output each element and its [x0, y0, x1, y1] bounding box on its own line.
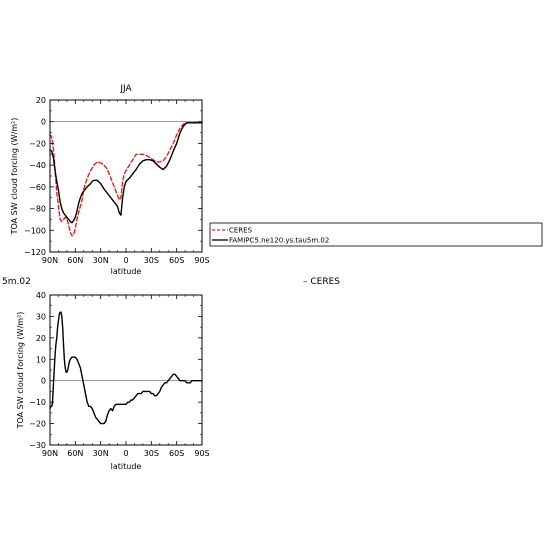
y-tick-label: 30 — [36, 312, 46, 321]
x-tick-label: 0 — [123, 449, 128, 458]
panel-bottom-y-ticks: −30 −20 −10 0 10 20 30 40 — [29, 291, 202, 450]
legend-label-model: FAMIPC5.ne120.ys.tau5m.02 — [229, 237, 329, 245]
y-tick-label: −120 — [24, 248, 46, 257]
panel-top-x-axis-title: latitude — [111, 267, 142, 276]
legend-box — [209, 222, 543, 247]
panel-top-y-axis-title: TOA SW cloud forcing (W/m²) — [10, 118, 19, 236]
series-line-famipc5-ne120-ys-tau5m-02 — [49, 122, 203, 224]
x-tick-label: 90N — [42, 449, 58, 458]
panel-bottom-title-right: – CERES — [303, 277, 340, 287]
panel-bottom-title: 5m.02 — [2, 277, 31, 287]
x-tick-label: 60N — [67, 256, 83, 265]
y-tick-label: −10 — [29, 398, 46, 407]
x-tick-label: 30N — [93, 256, 109, 265]
panel-top-title: JJA — [119, 84, 132, 94]
x-tick-label: 90S — [194, 256, 209, 265]
series-line-series-0 — [49, 311, 203, 425]
x-tick-label: 60N — [67, 449, 83, 458]
y-tick-label: 40 — [36, 291, 46, 300]
x-tick-label: 30N — [93, 449, 109, 458]
y-tick-label: −20 — [29, 139, 46, 148]
y-tick-label: 0 — [41, 118, 46, 127]
y-tick-label: −30 — [29, 441, 46, 450]
panel-top-series — [49, 122, 203, 237]
panel-bottom-series — [49, 311, 203, 425]
panel-bottom-y-axis-title: TOA SW cloud forcing (W/m²) — [16, 312, 25, 430]
y-tick-label: −40 — [29, 161, 46, 170]
panel-top-y-ticks: −120 −100 −80 −60 −40 −20 0 20 — [24, 96, 202, 257]
panel-top-x-ticks: 90N 60N 30N 0 30S 60S 90S — [42, 100, 210, 265]
y-tick-label: −80 — [29, 205, 46, 214]
y-tick-label: 10 — [36, 355, 46, 364]
y-tick-label: 20 — [36, 334, 46, 343]
panel-bottom: 5m.02 – CERES 90N 60N 30N 0 30S 60S 90S −30 −20… — [2, 277, 340, 471]
panel-bottom-x-ticks: 90N 60N 30N 0 30S 60S 90S — [42, 295, 210, 458]
panel-top: JJA 90N 60N 30N 0 30S 60S 90S −120 −100 −80 −60 −4… — [10, 84, 210, 276]
y-tick-label: 0 — [41, 377, 46, 386]
x-tick-label: 90S — [194, 449, 209, 458]
x-tick-label: 90N — [42, 256, 58, 265]
y-tick-label: 20 — [36, 96, 46, 105]
x-tick-label: 30S — [144, 449, 159, 458]
y-tick-label: −20 — [29, 420, 46, 429]
legend: CERES FAMIPC5.ne120.ys.tau5m.02 — [209, 222, 543, 247]
panel-bottom-x-axis-title: latitude — [111, 462, 142, 471]
x-tick-label: 0 — [123, 256, 128, 265]
y-tick-label: −100 — [24, 226, 46, 235]
x-tick-label: 30S — [144, 256, 159, 265]
legend-label-ceres: CERES — [229, 227, 253, 235]
x-tick-label: 60S — [169, 256, 184, 265]
y-tick-label: −60 — [29, 183, 46, 192]
x-tick-label: 60S — [169, 449, 184, 458]
series-line-ceres — [49, 122, 203, 237]
